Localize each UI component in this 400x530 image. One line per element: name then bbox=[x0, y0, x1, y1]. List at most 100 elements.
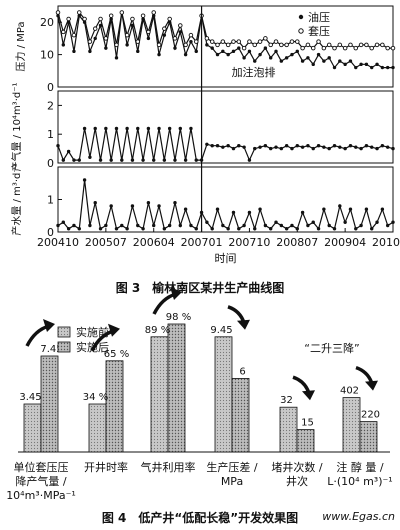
y-axis-label: 产气量 / 10⁴m³·d⁻¹ bbox=[10, 82, 23, 171]
data-label: 220 bbox=[361, 410, 380, 421]
data-point bbox=[157, 52, 161, 57]
bar-before bbox=[23, 403, 42, 453]
data-point bbox=[221, 49, 225, 54]
trend-arrow-head bbox=[365, 380, 378, 391]
data-point bbox=[141, 158, 145, 162]
data-point bbox=[343, 62, 347, 67]
data-point bbox=[72, 158, 76, 162]
data-point bbox=[66, 16, 71, 22]
data-point bbox=[167, 223, 172, 228]
data-point bbox=[380, 144, 385, 148]
data-point bbox=[316, 227, 321, 231]
category-label: 堵井次数 / bbox=[271, 460, 322, 474]
trend-arrow-head bbox=[43, 319, 55, 332]
data-point bbox=[342, 45, 348, 51]
data-label: 9.45 bbox=[210, 325, 232, 336]
data-point bbox=[354, 65, 358, 70]
data-point bbox=[375, 62, 379, 67]
data-point bbox=[194, 49, 198, 54]
data-point bbox=[237, 144, 241, 148]
data-point bbox=[93, 36, 97, 41]
data-point bbox=[98, 227, 103, 231]
data-point bbox=[146, 36, 151, 41]
data-point bbox=[284, 56, 289, 60]
legend-label: 套压 bbox=[308, 25, 330, 38]
data-point bbox=[322, 145, 326, 149]
data-point bbox=[205, 142, 209, 146]
data-point bbox=[327, 223, 331, 228]
data-label: 3.45 bbox=[19, 392, 41, 403]
series-line bbox=[57, 179, 394, 231]
data-point bbox=[173, 201, 177, 205]
legend-label: 油压 bbox=[308, 10, 330, 24]
data-point bbox=[226, 52, 230, 57]
bar-after bbox=[105, 360, 124, 453]
data-point bbox=[210, 227, 214, 231]
data-point bbox=[120, 158, 124, 162]
data-point bbox=[253, 59, 257, 63]
data-point bbox=[130, 158, 135, 162]
data-point bbox=[98, 158, 103, 162]
data-point bbox=[114, 126, 119, 131]
data-point bbox=[321, 45, 327, 51]
data-point bbox=[157, 126, 161, 131]
figure-caption: 图 4 低产井“低配长稳”开发效果图 bbox=[102, 510, 298, 525]
data-point bbox=[157, 204, 161, 208]
data-point bbox=[385, 45, 390, 51]
data-point bbox=[274, 49, 278, 54]
bar-before bbox=[342, 397, 361, 453]
data-point bbox=[374, 42, 380, 48]
watermark: www.Egas.cn bbox=[322, 510, 395, 523]
data-point bbox=[221, 223, 225, 228]
x-tick-label: 200710 bbox=[228, 236, 270, 249]
annotation: “二升三降” bbox=[304, 341, 359, 355]
data-point bbox=[146, 201, 151, 205]
data-point bbox=[380, 207, 385, 211]
data-point bbox=[300, 210, 305, 215]
data-point bbox=[156, 42, 162, 48]
legend-swatch-after bbox=[57, 341, 71, 353]
data-point bbox=[178, 23, 183, 28]
category-label: 注 醇 量 / bbox=[336, 460, 383, 474]
data-point bbox=[306, 144, 310, 148]
data-point bbox=[332, 65, 337, 70]
data-label: 402 bbox=[340, 386, 359, 397]
data-point bbox=[247, 158, 252, 162]
data-point bbox=[268, 56, 273, 60]
data-point bbox=[385, 145, 390, 149]
y-tick-label: 0 bbox=[47, 157, 54, 170]
data-point bbox=[263, 36, 268, 41]
data-point bbox=[141, 227, 145, 231]
x-tick-label: 200807 bbox=[276, 236, 318, 249]
data-point bbox=[146, 29, 151, 35]
data-point bbox=[136, 223, 140, 228]
data-point bbox=[135, 39, 141, 44]
data-point bbox=[61, 220, 66, 224]
data-point bbox=[72, 49, 76, 54]
panel-frame bbox=[57, 90, 394, 164]
data-point bbox=[82, 16, 87, 22]
legend-label: 实施后 bbox=[76, 340, 109, 354]
data-point bbox=[247, 210, 252, 215]
data-point bbox=[173, 158, 177, 162]
category-label: 开井时率 bbox=[84, 460, 128, 474]
data-point bbox=[332, 227, 337, 231]
bar-after bbox=[296, 429, 315, 453]
data-point bbox=[375, 146, 379, 151]
data-point bbox=[140, 13, 146, 18]
data-point bbox=[87, 39, 93, 44]
data-point bbox=[385, 223, 390, 228]
data-point bbox=[343, 146, 347, 151]
data-point bbox=[268, 146, 273, 151]
data-point bbox=[322, 207, 326, 211]
data-point bbox=[108, 13, 114, 18]
data-point bbox=[252, 42, 257, 48]
data-point bbox=[103, 36, 109, 41]
y-tick-label: 20 bbox=[40, 16, 54, 29]
data-point bbox=[391, 146, 395, 151]
y-axis-label: 压力 / MPa bbox=[14, 21, 27, 71]
data-point bbox=[332, 45, 337, 51]
data-point bbox=[290, 223, 294, 228]
data-point bbox=[183, 52, 188, 57]
